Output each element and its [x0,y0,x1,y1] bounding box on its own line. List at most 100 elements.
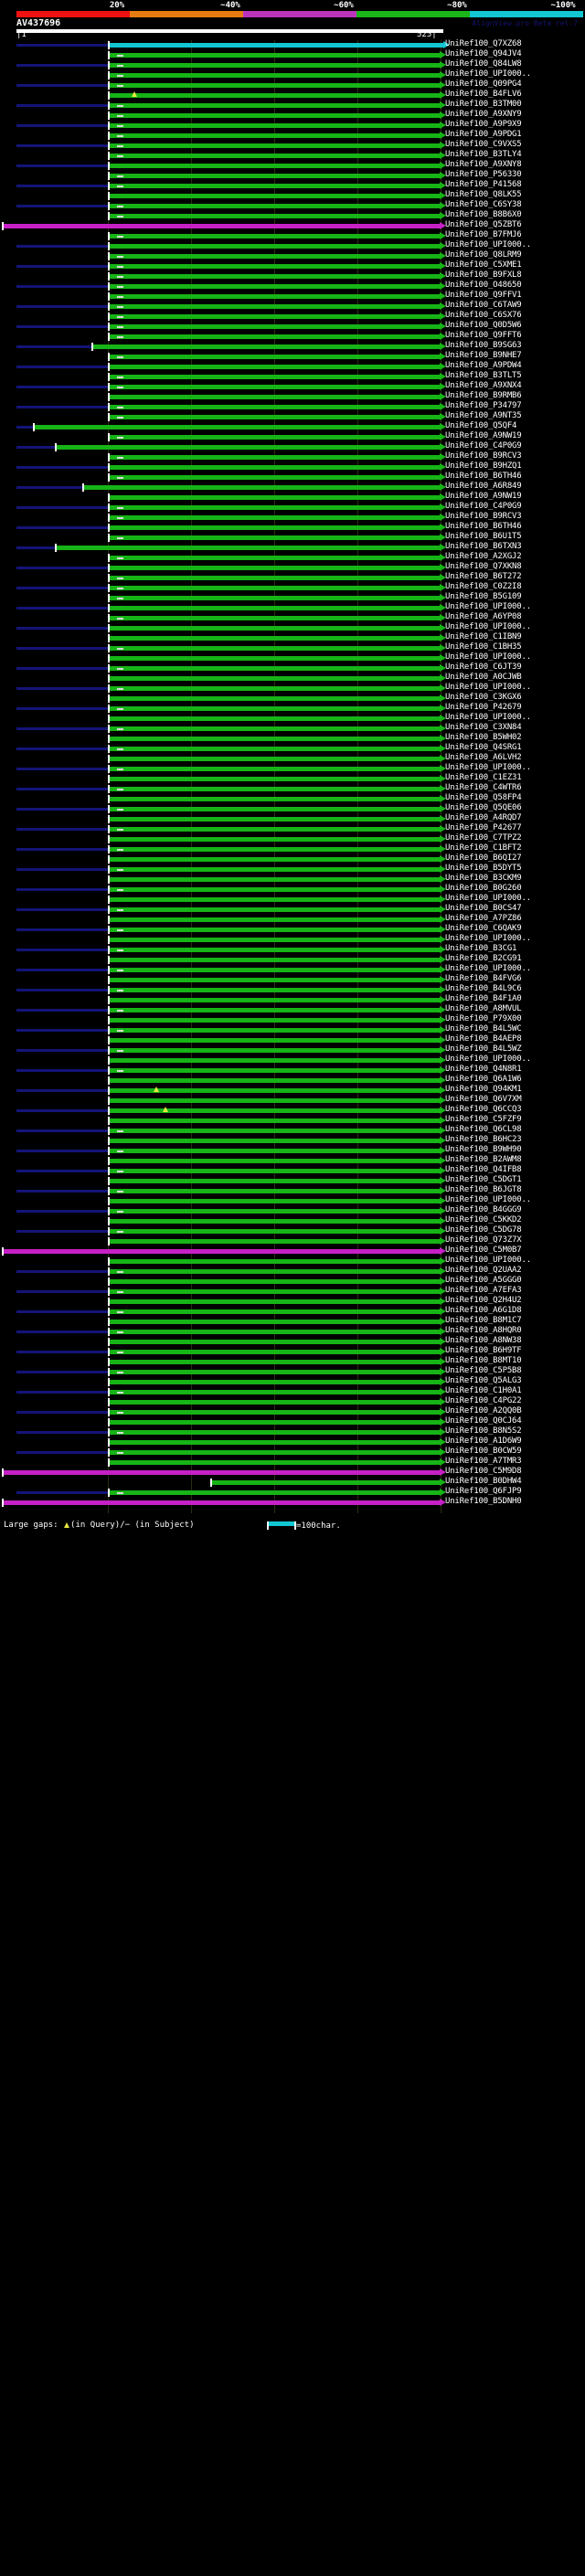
hit-accession-label[interactable]: UniRef100_B4FVG6 [445,974,522,983]
hsp-bar[interactable] [110,1370,440,1374]
hsp-bar[interactable] [110,1360,440,1364]
alignment-row[interactable]: UniRef100_B4F1A0 [0,994,585,1005]
hsp-bar[interactable] [110,596,440,600]
hsp-bar[interactable] [110,1179,440,1183]
hit-accession-label[interactable]: UniRef100_A7TMR3 [445,1457,522,1466]
hit-accession-label[interactable]: UniRef100_Q7XKN8 [445,562,522,571]
alignment-row[interactable]: UniRef100_B9RCV3 [0,451,585,462]
hsp-bar[interactable] [110,968,440,972]
alignment-row[interactable]: UniRef100_A8MVUL [0,1004,585,1015]
hit-accession-label[interactable]: UniRef100_A9NT35 [445,411,522,420]
hit-accession-label[interactable]: UniRef100_C0Z2I8 [445,582,522,591]
hsp-bar[interactable] [110,164,440,168]
hsp-bar[interactable] [110,978,440,982]
hsp-bar[interactable] [110,244,440,249]
hit-accession-label[interactable]: UniRef100_P34797 [445,401,522,410]
hit-accession-label[interactable]: UniRef100_B9WH90 [445,1145,522,1154]
alignment-row[interactable]: UniRef100_B6H9TF [0,1346,585,1357]
alignment-row[interactable]: UniRef100_C6JT39 [0,663,585,673]
hit-accession-label[interactable]: UniRef100_Q0CJ64 [445,1416,522,1426]
alignment-row[interactable]: UniRef100_B5WH02 [0,733,585,744]
hit-accession-label[interactable]: UniRef100_B2AWM8 [445,1155,522,1164]
hit-accession-label[interactable]: UniRef100_Q9FFV1 [445,291,522,300]
hit-accession-label[interactable]: UniRef100_UPI000.. [445,1195,531,1204]
hit-accession-label[interactable]: UniRef100_Q0D5W6 [445,321,522,330]
hsp-bar[interactable] [110,726,440,731]
hsp-bar[interactable] [110,1269,440,1274]
hsp-bar[interactable] [110,767,440,771]
hit-accession-label[interactable]: UniRef100_A9XNY8 [445,160,522,169]
hsp-bar[interactable] [110,1118,440,1123]
hit-accession-label[interactable]: UniRef100_B0DHW4 [445,1477,522,1486]
hsp-bar[interactable] [110,1159,440,1163]
hsp-bar[interactable] [110,113,440,118]
alignment-row[interactable]: UniRef100_B0DHW4 [0,1477,585,1488]
hit-accession-label[interactable]: UniRef100_B3CKM9 [445,874,522,883]
hit-accession-label[interactable]: UniRef100_UPI000.. [445,1256,531,1265]
alignment-row[interactable]: UniRef100_Q2UAA2 [0,1266,585,1277]
hit-accession-label[interactable]: UniRef100_B2CG91 [445,954,522,963]
hsp-bar[interactable] [110,586,440,590]
alignment-row[interactable]: UniRef100_C5XME1 [0,260,585,271]
alignment-row[interactable]: UniRef100_UPI000.. [0,713,585,724]
hsp-bar[interactable] [110,1289,440,1294]
alignment-row[interactable]: UniRef100_B4FLV6 [0,90,585,101]
hit-accession-label[interactable]: UniRef100_Q94KM1 [445,1085,522,1094]
hit-accession-label[interactable]: UniRef100_Q7XZ68 [445,39,522,48]
hit-accession-label[interactable]: UniRef100_O48650 [445,281,522,290]
alignment-row[interactable]: UniRef100_B3TLT5 [0,371,585,382]
hit-accession-label[interactable]: UniRef100_Q84LW8 [445,59,522,69]
hsp-bar[interactable] [110,777,440,781]
hit-accession-label[interactable]: UniRef100_A1D6W9 [445,1436,522,1446]
hit-accession-label[interactable]: UniRef100_Q6A1W6 [445,1075,522,1084]
alignment-row[interactable]: UniRef100_P79X00 [0,1014,585,1025]
alignment-row[interactable]: UniRef100_B0G260 [0,884,585,895]
hsp-bar[interactable] [110,465,440,470]
hsp-bar[interactable] [110,1410,440,1415]
hsp-bar[interactable] [110,143,440,148]
hsp-bar[interactable] [110,1219,440,1224]
alignment-row[interactable]: UniRef100_Q4SRG1 [0,743,585,754]
hsp-bar[interactable] [35,425,440,429]
hit-accession-label[interactable]: UniRef100_C6SX76 [445,311,522,320]
hit-accession-label[interactable]: UniRef100_C9VXS5 [445,140,522,149]
hsp-bar[interactable] [110,1450,440,1455]
hit-accession-label[interactable]: UniRef100_UPI000.. [445,69,531,79]
hsp-bar[interactable] [57,546,440,550]
hsp-bar[interactable] [110,817,440,822]
alignment-row[interactable]: UniRef100_Q4N8R1 [0,1065,585,1076]
alignment-row[interactable]: UniRef100_P34797 [0,401,585,412]
hsp-bar[interactable] [110,194,440,198]
hit-accession-label[interactable]: UniRef100_B9SG63 [445,341,522,350]
hit-accession-label[interactable]: UniRef100_A0CJWB [445,673,522,682]
hsp-bar[interactable] [110,1239,440,1244]
hsp-bar[interactable] [110,757,440,761]
hsp-bar[interactable] [110,626,440,631]
hsp-bar[interactable] [110,747,440,751]
hit-accession-label[interactable]: UniRef100_A9NW19 [445,492,522,501]
hsp-bar[interactable] [110,1350,440,1354]
hsp-bar[interactable] [110,204,440,208]
alignment-row[interactable]: UniRef100_A4RQD7 [0,813,585,824]
alignment-row[interactable]: UniRef100_P56330 [0,170,585,181]
hit-accession-label[interactable]: UniRef100_C3XN84 [445,723,522,732]
alignment-row[interactable]: UniRef100_C6SX76 [0,311,585,322]
hsp-bar[interactable] [110,716,440,721]
alignment-row[interactable]: UniRef100_C7TPZ2 [0,833,585,844]
hsp-bar[interactable] [110,1259,440,1264]
hsp-bar[interactable] [110,1340,440,1344]
hsp-bar[interactable] [110,1048,440,1053]
alignment-row[interactable]: UniRef100_B9RMB6 [0,391,585,402]
hsp-bar[interactable] [110,1169,440,1173]
hit-accession-label[interactable]: UniRef100_Q2H4U2 [445,1296,522,1305]
alignment-row[interactable]: UniRef100_C5M0B7 [0,1246,585,1256]
hsp-bar[interactable] [110,1490,440,1495]
hit-accession-label[interactable]: UniRef100_UPI000.. [445,894,531,903]
alignment-row[interactable]: UniRef100_C5M9D8 [0,1467,585,1478]
hsp-bar[interactable] [110,1008,440,1012]
hit-accession-label[interactable]: UniRef100_C4WTR6 [445,783,522,792]
alignment-row[interactable]: UniRef100_C6SY38 [0,200,585,211]
hit-accession-label[interactable]: UniRef100_A8NW38 [445,1336,522,1345]
alignment-row[interactable]: UniRef100_B4L5WZ [0,1044,585,1055]
hit-accession-label[interactable]: UniRef100_A2QQ0B [445,1406,522,1415]
